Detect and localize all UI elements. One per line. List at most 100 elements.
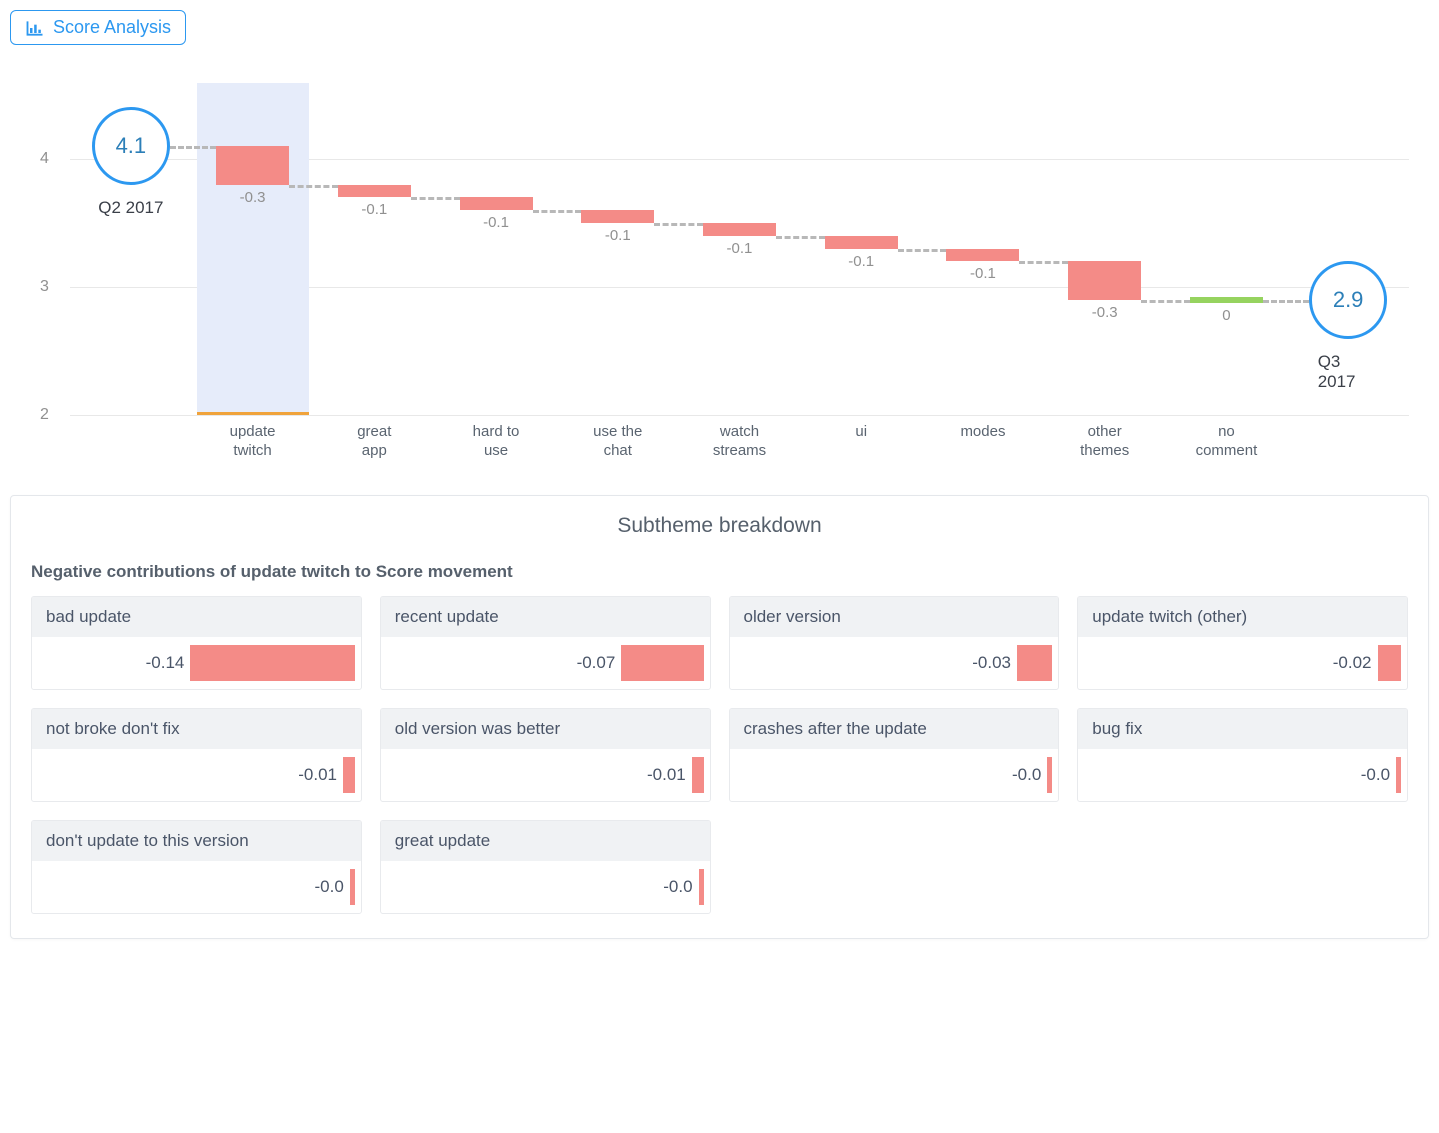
- subtheme-card-label: old version was better: [381, 709, 710, 749]
- end-score-circle: 2.9: [1309, 261, 1387, 339]
- score-analysis-label: Score Analysis: [53, 17, 171, 38]
- subtheme-card[interactable]: crashes after the update -0.0: [729, 708, 1060, 802]
- waterfall-x-label: nocomment: [1163, 423, 1291, 461]
- subtheme-bar: [621, 645, 703, 681]
- connector-dash: [533, 210, 582, 213]
- subtheme-card-label: bug fix: [1078, 709, 1407, 749]
- waterfall-x-label: hard touse: [432, 423, 560, 461]
- selected-column-underline: [197, 412, 309, 415]
- waterfall-bar-value: -0.1: [338, 201, 411, 218]
- connector-dash: [411, 197, 460, 200]
- subtheme-card[interactable]: update twitch (other) -0.02: [1077, 596, 1408, 690]
- waterfall-x-label: use thechat: [554, 423, 682, 461]
- subtheme-bar: [343, 757, 355, 793]
- connector-dash: [1141, 300, 1190, 303]
- subtheme-bar: [699, 869, 704, 905]
- subtheme-card-label: not broke don't fix: [32, 709, 361, 749]
- waterfall-x-label: updatetwitch: [189, 423, 317, 461]
- connector-dash: [898, 249, 947, 252]
- waterfall-bar[interactable]: -0.1: [338, 185, 411, 198]
- subtheme-bar: [1047, 757, 1052, 793]
- subtheme-bar: [1396, 757, 1401, 793]
- waterfall-x-label: otherthemes: [1041, 423, 1169, 461]
- section-label: Negative contributions of update twitch …: [31, 562, 1408, 582]
- connector-dash: [170, 146, 216, 149]
- subtheme-card[interactable]: not broke don't fix -0.01: [31, 708, 362, 802]
- subtheme-value: -0.02: [1333, 653, 1378, 673]
- score-analysis-button[interactable]: Score Analysis: [10, 10, 186, 45]
- subtheme-panel: Subtheme breakdown Negative contribution…: [10, 495, 1429, 939]
- subtheme-value: -0.0: [315, 877, 350, 897]
- subtheme-card[interactable]: recent update -0.07: [380, 596, 711, 690]
- waterfall-bar[interactable]: -0.3: [216, 146, 289, 184]
- waterfall-bar[interactable]: -0.3: [1068, 261, 1141, 299]
- subtheme-card-label: crashes after the update: [730, 709, 1059, 749]
- waterfall-bar[interactable]: -0.1: [460, 197, 533, 210]
- waterfall-bar-value: -0.3: [1068, 304, 1141, 321]
- waterfall-bar-value: 0: [1190, 307, 1263, 324]
- subtheme-card-body: -0.01: [381, 749, 710, 801]
- subtheme-value: -0.03: [972, 653, 1017, 673]
- chart-icon: [25, 18, 45, 38]
- subtheme-value: -0.0: [1012, 765, 1047, 785]
- subtheme-card-body: -0.0: [381, 861, 710, 913]
- y-tick-label: 2: [40, 406, 49, 424]
- subtheme-card-body: -0.07: [381, 637, 710, 689]
- subtheme-card-grid: bad update -0.14 recent update -0.07 older v…: [31, 596, 1408, 914]
- subtheme-card[interactable]: older version -0.03: [729, 596, 1060, 690]
- waterfall-x-label: greatapp: [310, 423, 438, 461]
- subtheme-card[interactable]: don't update to this version -0.0: [31, 820, 362, 914]
- waterfall-bar-value: -0.1: [703, 240, 776, 257]
- subtheme-card[interactable]: great update -0.0: [380, 820, 711, 914]
- subtheme-card-body: -0.0: [1078, 749, 1407, 801]
- subtheme-bar: [1017, 645, 1052, 681]
- connector-dash: [654, 223, 703, 226]
- waterfall-bar[interactable]: -0.1: [825, 236, 898, 249]
- gridline: [70, 415, 1409, 416]
- subtheme-value: -0.07: [577, 653, 622, 673]
- waterfall-bar-value: -0.3: [216, 189, 289, 206]
- waterfall-chart: 2 3 4 4.1 Q2 2017 -0.3 updatetwitch -0.1 greatap…: [10, 75, 1429, 475]
- subtheme-value: -0.01: [298, 765, 343, 785]
- waterfall-bar[interactable]: 0: [1190, 297, 1263, 303]
- subtheme-bar: [190, 645, 354, 681]
- subtheme-value: -0.14: [146, 653, 191, 673]
- subtheme-value: -0.0: [663, 877, 698, 897]
- subtheme-card-label: don't update to this version: [32, 821, 361, 861]
- start-score-circle: 4.1: [92, 107, 170, 185]
- subtheme-card[interactable]: old version was better -0.01: [380, 708, 711, 802]
- panel-title: Subtheme breakdown: [31, 514, 1408, 538]
- subtheme-card-label: update twitch (other): [1078, 597, 1407, 637]
- connector-dash: [776, 236, 825, 239]
- subtheme-value: -0.01: [647, 765, 692, 785]
- waterfall-bar[interactable]: -0.1: [703, 223, 776, 236]
- subtheme-card[interactable]: bug fix -0.0: [1077, 708, 1408, 802]
- waterfall-bar-value: -0.1: [460, 214, 533, 231]
- waterfall-x-label: watchstreams: [676, 423, 804, 461]
- subtheme-bar: [1378, 645, 1401, 681]
- subtheme-card-body: -0.02: [1078, 637, 1407, 689]
- subtheme-card-body: -0.0: [730, 749, 1059, 801]
- subtheme-card-label: older version: [730, 597, 1059, 637]
- subtheme-card-body: -0.01: [32, 749, 361, 801]
- y-tick-label: 4: [40, 150, 49, 168]
- subtheme-card-label: recent update: [381, 597, 710, 637]
- subtheme-bar: [350, 869, 355, 905]
- subtheme-card-label: great update: [381, 821, 710, 861]
- waterfall-bar-value: -0.1: [825, 253, 898, 270]
- waterfall-x-label: ui: [797, 423, 925, 442]
- subtheme-card-body: -0.03: [730, 637, 1059, 689]
- subtheme-bar: [692, 757, 704, 793]
- connector-dash: [1263, 300, 1309, 303]
- connector-dash: [289, 185, 338, 188]
- start-score-label: Q2 2017: [98, 198, 163, 218]
- subtheme-value: -0.0: [1361, 765, 1396, 785]
- waterfall-x-label: modes: [919, 423, 1047, 442]
- subtheme-card-label: bad update: [32, 597, 361, 637]
- waterfall-bar[interactable]: -0.1: [946, 249, 1019, 262]
- waterfall-bar-value: -0.1: [581, 227, 654, 244]
- subtheme-card[interactable]: bad update -0.14: [31, 596, 362, 690]
- y-tick-label: 3: [40, 278, 49, 296]
- waterfall-bar[interactable]: -0.1: [581, 210, 654, 223]
- waterfall-bar-value: -0.1: [946, 265, 1019, 282]
